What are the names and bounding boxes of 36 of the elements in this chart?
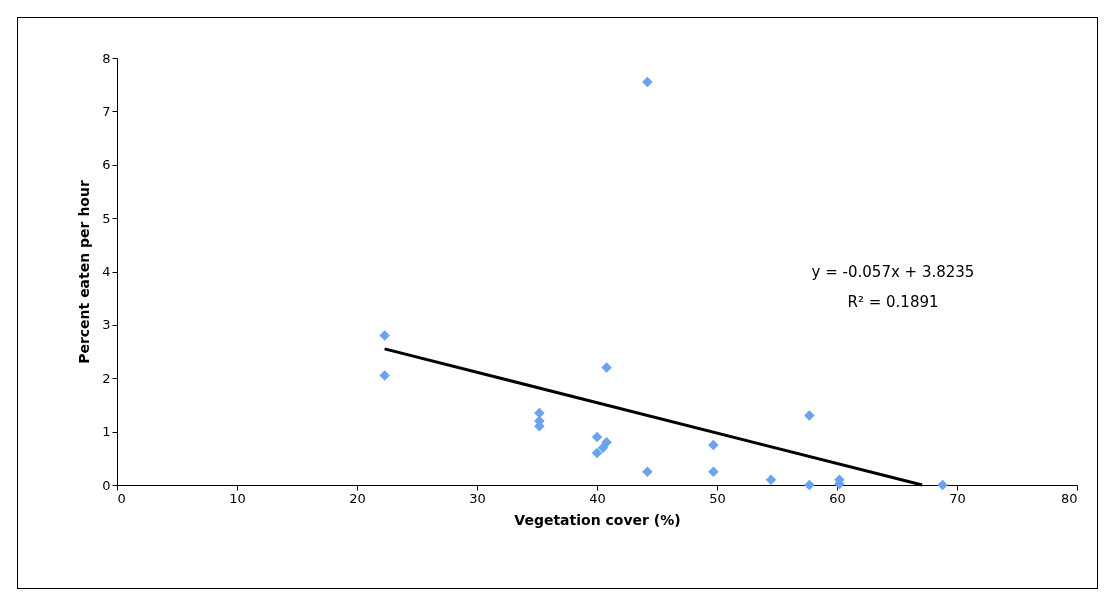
x-tick-label: 20 — [349, 490, 366, 506]
y-tick-label: 2 — [102, 370, 111, 386]
x-tick-label: 50 — [709, 490, 726, 506]
y-tick-label: 6 — [102, 157, 111, 173]
annotation: y = -0.057x + 3.8235 — [811, 263, 975, 281]
point — [804, 410, 815, 421]
x-tick-label: 70 — [949, 490, 966, 506]
point — [642, 76, 653, 88]
point — [642, 466, 653, 477]
y-tick-label: 1 — [102, 424, 111, 440]
point — [597, 442, 609, 453]
x-axis-title: Vegetation cover (%) — [514, 511, 681, 528]
x-tick-label: 40 — [589, 490, 606, 506]
y-tick-label: 5 — [102, 210, 111, 226]
y-tick-label: 0 — [102, 477, 111, 493]
point — [379, 330, 390, 341]
point — [708, 439, 719, 451]
y-tick-label: 7 — [102, 103, 111, 119]
point — [804, 479, 815, 491]
y-tick-label: 4 — [102, 264, 111, 279]
point — [591, 431, 603, 443]
point — [937, 479, 948, 491]
x-tick-label: 80 — [1060, 490, 1078, 506]
point — [708, 466, 719, 477]
annotation: R² = 0.1891 — [847, 293, 939, 311]
point — [765, 474, 777, 485]
point — [591, 447, 603, 459]
point — [601, 362, 612, 373]
x-tick-label: 30 — [469, 490, 486, 506]
y-axis-title: Percent eaten per hour — [76, 180, 93, 364]
x-tick-label: 0 — [117, 490, 126, 506]
point — [379, 370, 390, 381]
y-tick-label: 8 — [102, 50, 111, 66]
x-tick-label: 60 — [829, 490, 846, 506]
y-tick-label: 3 — [102, 317, 111, 333]
x-tick-label: 10 — [229, 490, 246, 506]
